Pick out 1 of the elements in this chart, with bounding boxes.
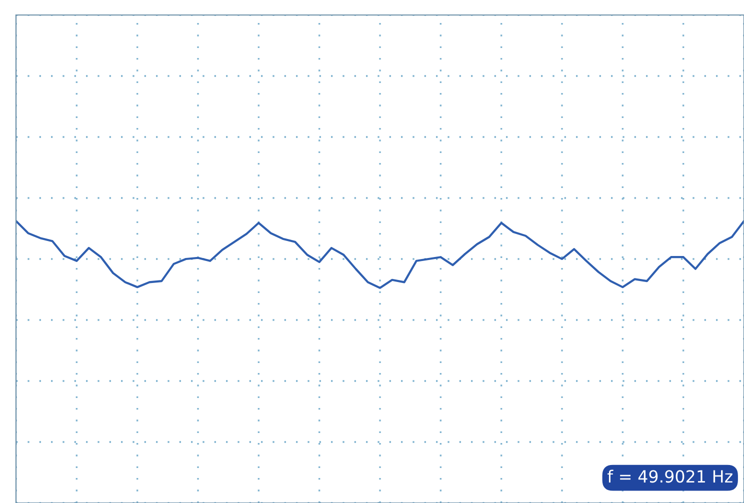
text: f = 49.9021 Hz: [608, 470, 732, 483]
